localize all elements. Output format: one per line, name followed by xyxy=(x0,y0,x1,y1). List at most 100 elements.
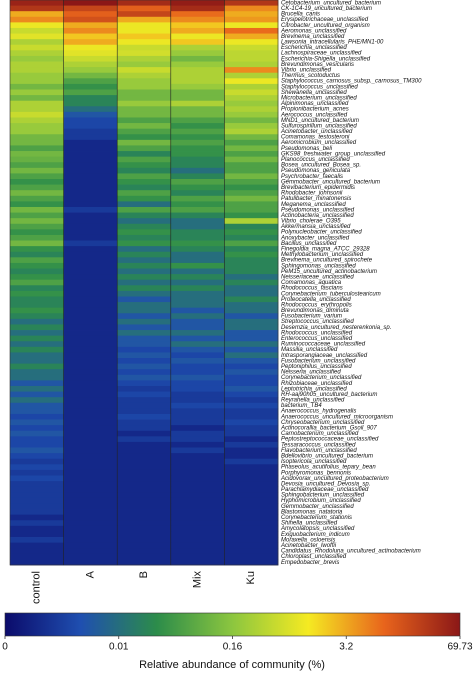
heatmap-cell xyxy=(10,22,64,29)
heatmap-cell xyxy=(10,234,64,241)
heatmap-cell xyxy=(63,330,118,337)
heatmap-cell xyxy=(63,55,118,62)
heatmap-cell xyxy=(224,324,279,331)
row-label: Sphingobacterium_unclassified xyxy=(281,493,365,499)
heatmap-cell xyxy=(170,83,225,90)
heatmap-cell xyxy=(170,39,225,46)
heatmap-cell xyxy=(117,285,172,292)
heatmap-cell xyxy=(170,352,225,359)
heatmap-cell xyxy=(63,201,118,208)
heatmap-cell xyxy=(224,380,279,387)
heatmap-cell xyxy=(224,201,279,208)
heatmap-cell xyxy=(224,251,279,258)
heatmap-cell xyxy=(170,548,225,555)
heatmap-cell xyxy=(63,123,118,130)
heatmap-cell xyxy=(224,296,279,303)
heatmap-cell xyxy=(10,537,64,544)
heatmap-cell xyxy=(170,469,225,476)
heatmap-cell xyxy=(224,162,279,169)
heatmap-cell xyxy=(224,89,279,96)
heatmap-cell xyxy=(117,234,172,241)
heatmap-cell xyxy=(10,514,64,521)
heatmap-cell xyxy=(117,11,172,18)
heatmap-cell xyxy=(170,27,225,34)
heatmap-cell xyxy=(170,117,225,124)
row-label: Aeromicrobium_unclassified xyxy=(280,140,357,146)
heatmap-cell xyxy=(10,335,64,342)
heatmap-cell xyxy=(10,223,64,230)
heatmap-cell xyxy=(10,212,64,219)
heatmap-cell xyxy=(117,206,172,213)
heatmap-cell xyxy=(10,44,64,51)
row-label: Blastomonas_natatoria xyxy=(281,509,343,515)
heatmap-cell xyxy=(117,5,172,12)
heatmap-cell xyxy=(10,520,64,527)
heatmap-cell xyxy=(224,240,279,247)
row-label: Intrasporangiaceae_unclassified xyxy=(281,353,368,359)
heatmap-cell xyxy=(224,497,279,504)
row-label: Corynebacterium_stationis xyxy=(281,515,352,521)
heatmap-cell xyxy=(170,145,225,152)
heatmap-cell xyxy=(224,78,279,85)
row-label: Microbacterium_unclassified xyxy=(281,95,357,101)
heatmap-cell xyxy=(224,413,279,420)
row-label: Moraxella_osloensis xyxy=(281,537,335,543)
heatmap-cell xyxy=(170,106,225,113)
heatmap-cell xyxy=(224,335,279,342)
heatmap-cell xyxy=(224,11,279,18)
heatmap-cell xyxy=(117,279,172,286)
row-label: RH-aaj90h05_uncultured_bacterium xyxy=(281,392,377,398)
heatmap-cell xyxy=(117,335,172,342)
heatmap-cell xyxy=(170,335,225,342)
heatmap-cell xyxy=(10,139,64,146)
row-label: Isoptericola_unclassified xyxy=(281,459,347,465)
heatmap-cell xyxy=(63,95,118,102)
heatmap-cell xyxy=(117,346,172,353)
heatmap-cell xyxy=(224,352,279,359)
heatmap-cell xyxy=(170,369,225,376)
heatmap-cell xyxy=(117,380,172,387)
heatmap-cell xyxy=(170,274,225,281)
heatmap-cell xyxy=(224,302,279,309)
heatmap-cell xyxy=(10,402,64,409)
heatmap-cell xyxy=(10,274,64,281)
heatmap-cell xyxy=(170,268,225,275)
heatmap-cell xyxy=(117,509,172,516)
heatmap-cell xyxy=(224,475,279,482)
row-label: Rhizobiaceae_unclassified xyxy=(281,381,353,387)
heatmap-cell xyxy=(224,553,279,560)
heatmap-cell xyxy=(117,55,172,62)
heatmap-cell xyxy=(117,469,172,476)
heatmap-cell xyxy=(117,385,172,392)
heatmap-cell xyxy=(224,39,279,46)
heatmap-cell xyxy=(224,408,279,415)
heatmap-cell xyxy=(224,469,279,476)
heatmap-cell xyxy=(170,279,225,286)
heatmap-border xyxy=(9,0,279,566)
heatmap-cell xyxy=(10,469,64,476)
heatmap-cell xyxy=(10,0,64,6)
heatmap-cell xyxy=(170,201,225,208)
heatmap-cell xyxy=(63,128,118,135)
heatmap-cell xyxy=(224,279,279,286)
heatmap-cell xyxy=(117,139,172,146)
heatmap-cell xyxy=(117,67,172,74)
heatmap-cell xyxy=(224,184,279,191)
heatmap-cell xyxy=(10,447,64,454)
heatmap-cell xyxy=(117,61,172,68)
row-label: Neisseriaceae_unclassified xyxy=(281,274,354,280)
heatmap-cell xyxy=(117,481,172,488)
row-label: Actinobacteria_unclassified xyxy=(280,213,354,219)
heatmap-cell xyxy=(10,385,64,392)
heatmap-cell xyxy=(117,246,172,253)
colorbar-title: Relative abundance of community (%) xyxy=(139,659,325,671)
heatmap-cell xyxy=(224,441,279,448)
heatmap-cell xyxy=(10,268,64,275)
heatmap-cell xyxy=(10,106,64,113)
heatmap-cell xyxy=(63,72,118,79)
heatmap-cell xyxy=(224,151,279,158)
heatmap-cell xyxy=(63,117,118,124)
heatmap-cell xyxy=(170,380,225,387)
heatmap-cell xyxy=(63,531,118,538)
row-label: Alpinimonas_unclassified xyxy=(280,101,349,107)
